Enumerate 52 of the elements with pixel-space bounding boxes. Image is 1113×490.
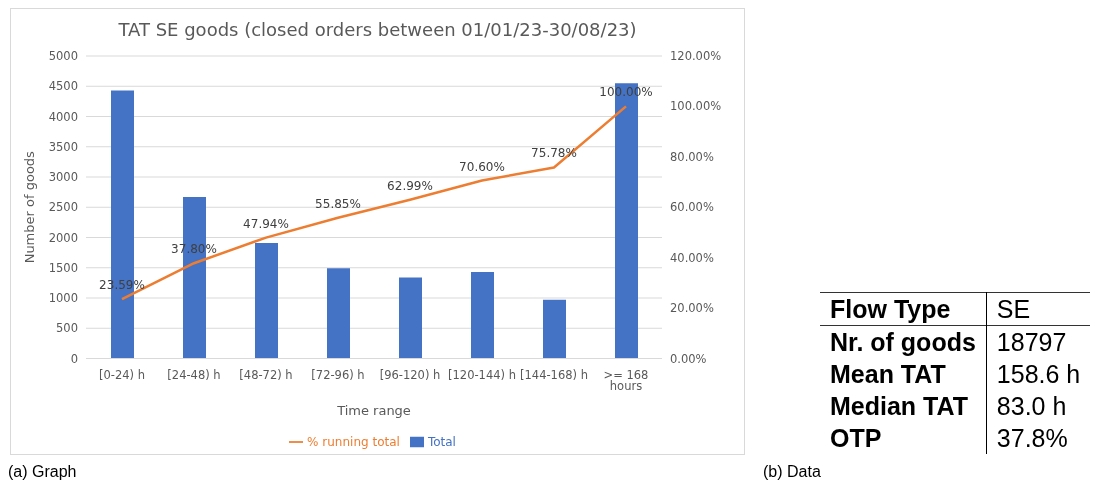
y-tick-label: 4500 [48, 79, 78, 94]
category-label: OTP [820, 422, 987, 454]
text: 37.8% [996, 424, 1068, 452]
x-tick-label: [120-144) h [448, 367, 516, 382]
text: (b) Data [763, 463, 821, 481]
category-label: Median TAT [820, 390, 987, 422]
bar [255, 242, 278, 359]
bar [543, 299, 566, 359]
x-tick-label: [0-24) h [98, 367, 146, 382]
data-label: 55.85% [315, 196, 361, 211]
y-axis-title: Number of goods [21, 150, 37, 264]
y2-tick-label: 120.00% [670, 49, 722, 64]
bar [471, 271, 494, 359]
y-tick-label: 2000 [48, 230, 78, 245]
category-label: Nr. of goods [820, 325, 987, 358]
x-tick-label: [144-168) h [520, 367, 588, 382]
text: SE [996, 295, 1031, 323]
legend-label: % running total [307, 434, 400, 449]
category-label: Mean TAT [820, 358, 987, 390]
x-tick-label: [48-72) h [239, 367, 293, 382]
x-tick-label: >= 168 hours [603, 367, 649, 394]
bar [327, 268, 350, 359]
x-tick-label: [96-120) h [379, 367, 441, 382]
y-tick-label: 3500 [48, 139, 78, 154]
y2-tick-label: 100.00% [670, 99, 722, 114]
text: (a) Graph [8, 463, 77, 481]
data-label: 70.60% [459, 159, 505, 174]
y-tick-label: 2500 [48, 200, 78, 215]
bar [399, 277, 422, 359]
y-tick-label: 1500 [48, 260, 78, 275]
data-label: 47.94% [243, 216, 289, 231]
x-tick-label: [72-96) h [311, 367, 365, 382]
text: 158.6 h [996, 360, 1081, 388]
data-label: 62.99% [387, 178, 433, 193]
y-tick-label: 3000 [48, 170, 78, 185]
legend-label: Total [427, 434, 456, 449]
y2-tick-label: 60.00% [670, 200, 714, 215]
x-axis-title: Time range [336, 402, 411, 418]
y2-tick-label: 40.00% [670, 250, 714, 265]
y2-tick-label: 0.00% [670, 351, 707, 366]
y-tick-label: 500 [56, 321, 78, 336]
y2-tick-label: 20.00% [670, 301, 714, 316]
y-tick-label: 5000 [48, 49, 78, 64]
text: 18797 [996, 328, 1067, 356]
y-tick-label: 1000 [48, 291, 78, 306]
chart-title: TAT SE goods (closed orders between 01/01/23-30/08/23) [117, 19, 638, 40]
y2-tick-label: 80.00% [670, 149, 714, 164]
text: 83.0 h [996, 392, 1067, 420]
y-tick-label: 4000 [48, 109, 78, 124]
category-label: Flow Type [820, 292, 987, 326]
y-tick-label: 0 [70, 351, 78, 366]
x-tick-label: [24-48) h [167, 367, 221, 382]
